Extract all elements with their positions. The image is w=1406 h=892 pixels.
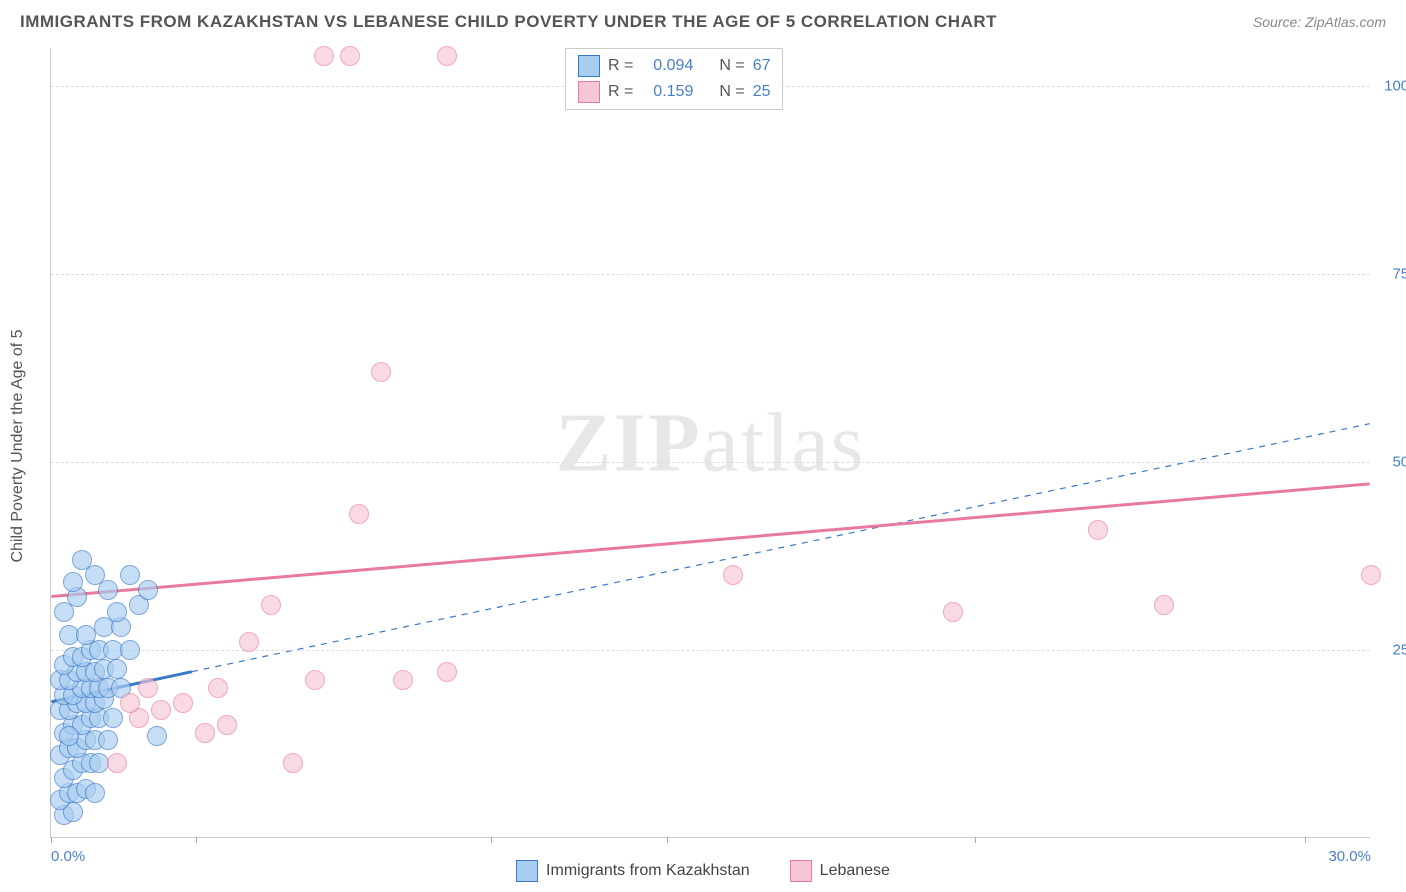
chart-title: IMMIGRANTS FROM KAZAKHSTAN VS LEBANESE C… xyxy=(20,12,997,32)
legend-swatch xyxy=(790,860,812,882)
x-tick-label: 0.0% xyxy=(51,848,85,865)
scatter-point xyxy=(59,726,79,746)
stat-r-value: 0.159 xyxy=(641,83,693,101)
scatter-point xyxy=(120,565,140,585)
stat-r-label: R = xyxy=(608,57,633,75)
scatter-point xyxy=(107,602,127,622)
x-tick-label: 30.0% xyxy=(1328,848,1371,865)
scatter-point xyxy=(103,708,123,728)
scatter-point xyxy=(120,640,140,660)
scatter-point xyxy=(1088,520,1108,540)
y-tick-label: 50.0% xyxy=(1392,453,1406,470)
legend-item: Lebanese xyxy=(790,860,890,882)
stats-legend: R = 0.094 N = 67 R = 0.159 N = 25 xyxy=(565,48,783,110)
x-tick xyxy=(196,837,197,843)
scatter-point xyxy=(437,46,457,66)
scatter-point xyxy=(305,670,325,690)
stat-n-value: 67 xyxy=(753,57,771,75)
gridline xyxy=(51,462,1370,463)
x-tick xyxy=(667,837,668,843)
scatter-point xyxy=(147,726,167,746)
legend-label: Lebanese xyxy=(820,862,890,880)
x-tick xyxy=(975,837,976,843)
scatter-point xyxy=(393,670,413,690)
legend-label: Immigrants from Kazakhstan xyxy=(546,862,750,880)
legend-swatch xyxy=(516,860,538,882)
scatter-point xyxy=(138,580,158,600)
legend-swatch xyxy=(578,55,600,77)
stat-n-value: 25 xyxy=(753,83,771,101)
stat-r-label: R = xyxy=(608,83,633,101)
scatter-point xyxy=(107,753,127,773)
scatter-point xyxy=(1154,595,1174,615)
scatter-point xyxy=(85,783,105,803)
x-tick xyxy=(1305,837,1306,843)
scatter-point xyxy=(208,678,228,698)
scatter-point xyxy=(340,46,360,66)
y-tick-label: 25.0% xyxy=(1392,641,1406,658)
plot-area: ZIPatlas 25.0%50.0%75.0%100.0%0.0%30.0% xyxy=(50,48,1370,838)
scatter-point xyxy=(195,723,215,743)
gridline xyxy=(51,274,1370,275)
watermark-atlas: atlas xyxy=(702,396,866,489)
scatter-point xyxy=(72,550,92,570)
scatter-point xyxy=(98,580,118,600)
x-tick xyxy=(491,837,492,843)
scatter-point xyxy=(120,693,140,713)
watermark: ZIPatlas xyxy=(556,394,866,491)
source-label: Source: ZipAtlas.com xyxy=(1253,14,1386,30)
y-axis-label: Child Poverty Under the Age of 5 xyxy=(9,329,27,562)
y-tick-label: 100.0% xyxy=(1384,77,1406,94)
legend-swatch xyxy=(578,81,600,103)
scatter-point xyxy=(138,678,158,698)
scatter-point xyxy=(943,602,963,622)
scatter-point xyxy=(217,715,237,735)
scatter-point xyxy=(723,565,743,585)
scatter-point xyxy=(98,730,118,750)
legend-item: Immigrants from Kazakhstan xyxy=(516,860,750,882)
stats-legend-row: R = 0.094 N = 67 xyxy=(578,53,770,79)
scatter-point xyxy=(314,46,334,66)
scatter-point xyxy=(437,662,457,682)
stats-legend-row: R = 0.159 N = 25 xyxy=(578,79,770,105)
scatter-point xyxy=(85,565,105,585)
stat-r-value: 0.094 xyxy=(641,57,693,75)
x-tick xyxy=(51,837,52,843)
stat-n-label: N = xyxy=(719,57,744,75)
scatter-point xyxy=(261,595,281,615)
scatter-point xyxy=(239,632,259,652)
scatter-point xyxy=(63,572,83,592)
scatter-point xyxy=(173,693,193,713)
scatter-point xyxy=(107,659,127,679)
bottom-legend: Immigrants from Kazakhstan Lebanese xyxy=(516,860,890,882)
scatter-point xyxy=(371,362,391,382)
scatter-point xyxy=(1361,565,1381,585)
stat-n-label: N = xyxy=(719,83,744,101)
watermark-zip: ZIP xyxy=(556,396,702,489)
scatter-point xyxy=(151,700,171,720)
scatter-point xyxy=(283,753,303,773)
scatter-point xyxy=(349,504,369,524)
y-tick-label: 75.0% xyxy=(1392,265,1406,282)
